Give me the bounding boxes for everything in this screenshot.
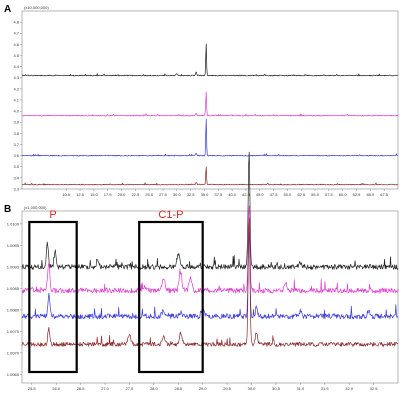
y-tick-label: 4.4 <box>13 64 19 69</box>
x-tick-label: 45.0 <box>256 192 265 197</box>
y-tick-label: 1.0065 <box>7 372 20 377</box>
x-tick-label: 29.5 <box>223 386 232 391</box>
y-tick-label: 4.7 <box>13 31 19 36</box>
y-tick-label: 1.0085 <box>7 286 20 291</box>
x-tick-label: 26.0 <box>52 386 61 391</box>
x-tick-label: 67.5 <box>380 192 389 197</box>
panel-a-frame <box>21 10 399 190</box>
x-tick-label: 22.5 <box>131 192 140 197</box>
panel-a-series <box>21 43 399 186</box>
y-tick-label: 3.3 <box>13 186 19 191</box>
x-tick-label: 60.0 <box>339 192 348 197</box>
panel-a: A (x10,000,000) 4.8 4.7 4.6 4.5 4.4 4.3 4.2 4.1… <box>4 4 399 197</box>
x-tick-label: 57.5 <box>325 192 334 197</box>
x-tick-label: 27.5 <box>126 386 135 391</box>
y-tick-label: 4.8 <box>13 20 19 25</box>
x-tick-label: 30.0 <box>248 386 257 391</box>
y-tick-label: 1.0095 <box>7 243 20 248</box>
x-tick-label: 25.0 <box>145 192 154 197</box>
x-tick-label: 35.0 <box>201 192 210 197</box>
x-tick-label: 26.5 <box>77 386 86 391</box>
panel-b-frame <box>21 210 399 384</box>
y-tick-label: 3.4 <box>13 175 19 180</box>
x-tick-label: 28.0 <box>150 386 159 391</box>
x-tick-label: 27.5 <box>159 192 168 197</box>
x-tick-label: 32.5 <box>187 192 196 197</box>
y-tick-label: 1.0090 <box>7 264 20 269</box>
annotation-box <box>28 220 78 374</box>
y-tick-label: 4.1 <box>13 97 19 102</box>
y-tick-label: 1.0100 <box>7 221 20 226</box>
y-tick-label: 3.7 <box>13 142 19 147</box>
x-tick-label: 25.5 <box>28 386 37 391</box>
x-tick-label: 27.0 <box>101 386 110 391</box>
x-tick-label: 50.0 <box>284 192 293 197</box>
series-line <box>21 91 399 117</box>
x-tick-label: 32.0 <box>345 386 354 391</box>
series-line <box>21 166 399 186</box>
panel-b-x-axis: 25.5 26.0 26.5 27.0 27.5 28.0 28.5 29.0 29.5 30.0… <box>28 383 378 391</box>
y-tick-label: 3.8 <box>13 131 19 136</box>
x-tick-label: 28.5 <box>174 386 183 391</box>
y-tick-label: 1.0080 <box>7 307 20 312</box>
x-tick-label: 30.0 <box>173 192 182 197</box>
annotation-label: C1-P <box>158 209 183 221</box>
x-tick-label: 12.5 <box>76 192 85 197</box>
panel-b-multiplier: (x1,000,000) <box>24 205 47 210</box>
x-tick-label: 20.0 <box>118 192 127 197</box>
y-tick-label: 1.0075 <box>7 329 20 334</box>
x-tick-label: 17.5 <box>104 192 113 197</box>
panel-b-y-axis: 1.0100 1.0095 1.0090 1.0085 1.0080 1.0075 1.00… <box>7 221 22 377</box>
y-tick-label: 4.0 <box>13 109 19 114</box>
x-tick-label: 62.5 <box>353 192 362 197</box>
y-tick-label: 3.6 <box>13 153 19 158</box>
y-tick-label: 4.2 <box>13 86 19 91</box>
x-tick-label: 29.0 <box>199 386 208 391</box>
x-tick-label: 32.5 <box>370 386 379 391</box>
panel-a-y-axis: 4.8 4.7 4.6 4.5 4.4 4.3 4.2 4.1 4.0 3.9 3.8 3.7 3.6 3… <box>13 20 22 191</box>
y-tick-label: 1.0070 <box>7 350 20 355</box>
annotation-box <box>138 220 204 374</box>
y-tick-label: 4.5 <box>13 53 19 58</box>
x-tick-label: 40.0 <box>228 192 237 197</box>
y-tick-label: 3.5 <box>13 164 19 169</box>
annotation-label: P <box>49 209 56 221</box>
series-line <box>21 217 399 347</box>
panel-b: B (x1,000,000) 1.01001.00951.00901.00851… <box>4 151 399 391</box>
y-tick-label: 4.6 <box>13 42 19 47</box>
series-line <box>21 151 399 270</box>
x-tick-label: 52.5 <box>297 192 306 197</box>
series-line <box>21 118 399 157</box>
x-tick-label: 10.0 <box>62 192 71 197</box>
panel-a-multiplier: (x10,000,000) <box>24 5 49 10</box>
x-tick-label: 65.0 <box>366 192 375 197</box>
x-tick-label: 30.5 <box>272 386 281 391</box>
x-tick-label: 31.0 <box>296 386 305 391</box>
series-line <box>21 205 399 294</box>
panel-b-label: B <box>4 204 11 215</box>
panel-b-series <box>21 151 399 347</box>
panel-a-x-axis: 10.0 12.5 15.0 17.5 20.0 22.5 25.0 27.5 30.0 32.5… <box>62 189 389 197</box>
x-tick-label: 15.0 <box>90 192 99 197</box>
x-tick-label: 42.5 <box>242 192 251 197</box>
x-tick-label: 47.5 <box>270 192 279 197</box>
x-tick-label: 55.0 <box>311 192 320 197</box>
y-tick-label: 4.3 <box>13 75 19 80</box>
series-line <box>21 231 399 320</box>
x-tick-label: 37.5 <box>214 192 223 197</box>
panel-a-label: A <box>4 4 11 15</box>
x-tick-label: 31.5 <box>321 386 330 391</box>
panel-b-annotations: P C1-P <box>28 209 204 374</box>
y-tick-label: 3.9 <box>13 120 19 125</box>
series-line <box>21 43 399 77</box>
